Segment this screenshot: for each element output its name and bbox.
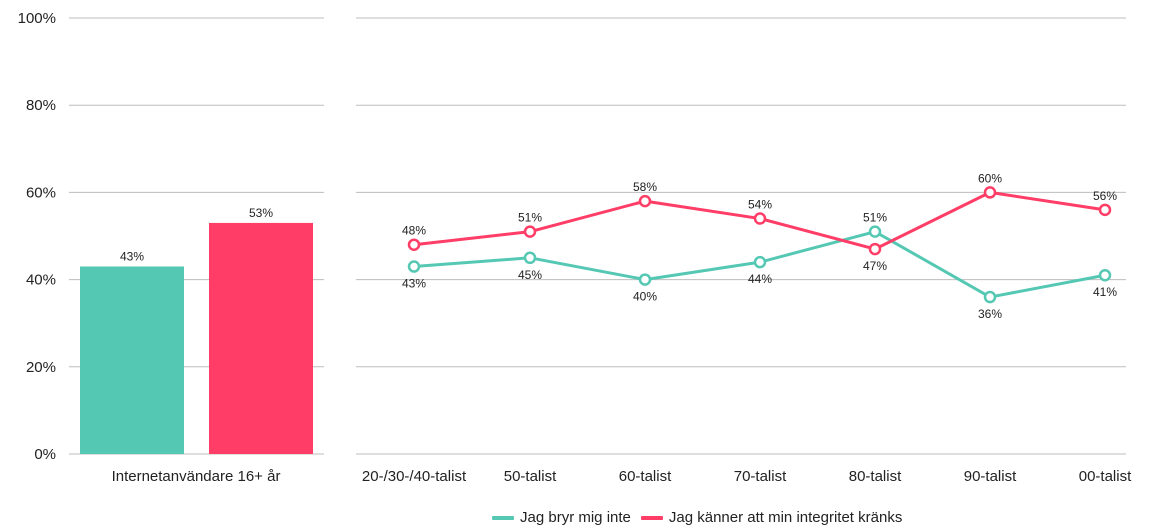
bar-data-label: 43% (120, 250, 144, 264)
data-point (753, 212, 767, 225)
data-point (868, 225, 882, 238)
y-tick-label: 100% (18, 10, 56, 27)
y-tick-label: 60% (26, 184, 56, 201)
legend-item-kranks: Jag känner att min integritet kränks (640, 509, 903, 526)
x-tick-label: 80-talist (849, 468, 902, 485)
data-point (753, 255, 767, 269)
x-tick-label-bar: Internetanvändare 16+ år (112, 468, 281, 485)
x-tick-label: 50-talist (504, 468, 557, 485)
data-point (523, 225, 537, 238)
bar (80, 266, 184, 454)
point-data-label: 60% (978, 171, 1002, 185)
data-point (983, 290, 997, 304)
y-tick-label: 40% (26, 272, 56, 289)
x-tick-label: 90-talist (964, 468, 1017, 485)
x-tick-label: 70-talist (734, 468, 787, 485)
point-data-label: 48% (402, 224, 426, 238)
data-point (1098, 268, 1112, 282)
x-tick-label: 20-/30-/40-talist (362, 468, 467, 485)
x-tick-label: 00-talist (1079, 468, 1132, 485)
bar (209, 222, 313, 454)
point-data-label: 44% (748, 272, 772, 286)
point-data-label: 43% (402, 277, 426, 291)
point-data-label: 51% (863, 211, 887, 225)
x-tick-label: 60-talist (619, 468, 672, 485)
legend-swatch-kranks (640, 515, 663, 520)
point-data-label: 54% (748, 198, 772, 212)
data-point (1098, 203, 1112, 217)
data-point (407, 238, 421, 251)
point-data-label: 36% (978, 307, 1002, 321)
data-point (523, 251, 537, 265)
data-point (868, 242, 882, 256)
point-data-label: 51% (518, 211, 542, 225)
point-data-label: 45% (518, 268, 542, 282)
point-data-label: 56% (1093, 189, 1117, 203)
data-point (407, 260, 421, 273)
bar-data-label: 53% (249, 206, 273, 220)
y-tick-label: 80% (26, 97, 56, 114)
data-point (638, 273, 652, 286)
legend-label-bryr: Jag bryr mig inte (520, 509, 631, 526)
legend-label-kranks: Jag känner att min integritet kränks (668, 509, 903, 526)
point-data-label: 47% (863, 259, 887, 273)
data-point (983, 186, 997, 199)
y-tick-label: 0% (34, 446, 56, 463)
point-data-label: 41% (1093, 285, 1117, 299)
legend: Jag bryr mig inte Jag känner att min int… (492, 509, 902, 526)
y-tick-label: 20% (26, 359, 56, 376)
legend-item-bryr: Jag bryr mig inte (492, 509, 631, 526)
legend-swatch-bryr (492, 515, 514, 520)
point-data-label: 58% (633, 180, 657, 194)
data-point (638, 194, 652, 208)
point-data-label: 40% (633, 290, 657, 304)
